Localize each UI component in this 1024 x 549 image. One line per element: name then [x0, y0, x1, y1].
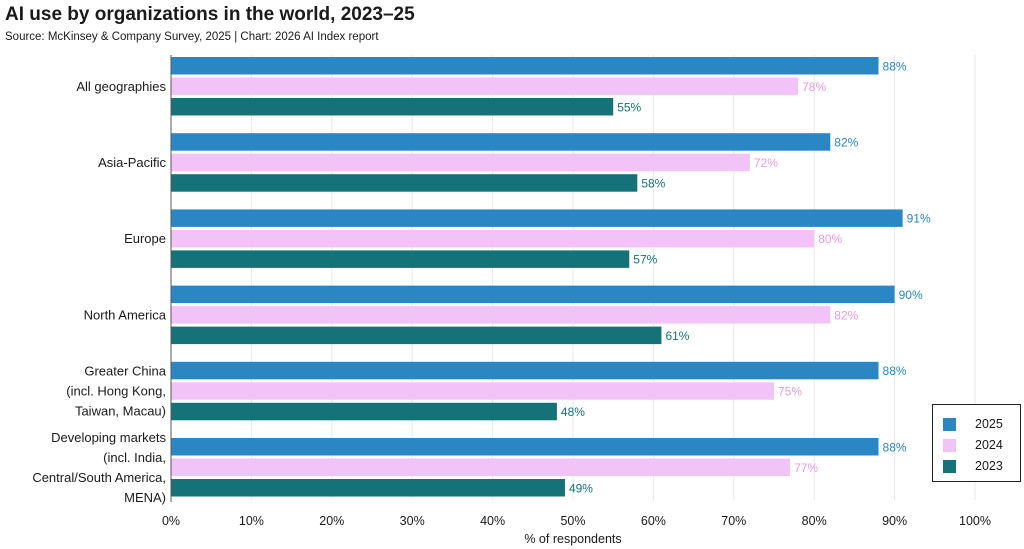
x-tick-label: 70% — [721, 514, 746, 528]
x-axis-title: % of respondents — [524, 532, 621, 546]
x-tick-label: 90% — [882, 514, 907, 528]
bar-2024 — [171, 153, 750, 172]
bar-2023 — [171, 479, 565, 497]
data-label-2024: 77% — [794, 461, 818, 475]
data-label-2025: 88% — [883, 364, 907, 378]
bar-2023 — [171, 98, 614, 116]
data-label-2024: 80% — [818, 232, 842, 246]
data-label-2023: 55% — [617, 100, 641, 114]
data-label-2024: 82% — [834, 308, 858, 322]
bar-2023 — [171, 250, 630, 268]
bar-2025 — [171, 209, 903, 227]
data-label-2025: 90% — [899, 288, 923, 302]
bar-2025 — [171, 133, 831, 151]
data-label-2023: 58% — [641, 176, 665, 190]
data-label-2024: 75% — [778, 385, 802, 399]
legend-item-2024: 2024 — [943, 436, 1003, 454]
bar-2025 — [171, 57, 879, 75]
x-tick-label: 60% — [641, 514, 666, 528]
data-label-2023: 48% — [561, 405, 585, 419]
legend-swatch-2025 — [943, 417, 956, 431]
data-label-2023: 49% — [569, 481, 593, 495]
chart-subtitle: Source: McKinsey & Company Survey, 2025 … — [5, 31, 379, 43]
bar-2024 — [171, 382, 774, 400]
x-tick-label: 10% — [239, 514, 264, 528]
category-label: Developing markets (incl. India, Central/S… — [32, 430, 166, 505]
x-tick-label: 80% — [802, 514, 827, 528]
data-label-2025: 91% — [907, 212, 931, 226]
x-tick-label: 100% — [959, 514, 991, 528]
bar-2025 — [171, 285, 895, 304]
bar-2023 — [171, 326, 662, 345]
chart-title: AI use by organizations in the world, 20… — [5, 4, 415, 25]
data-label-2025: 88% — [883, 59, 907, 73]
data-label-2025: 82% — [834, 135, 858, 149]
data-label-2024: 72% — [754, 156, 778, 170]
bar-2024 — [171, 229, 815, 248]
legend: 2025 2024 2023 — [932, 404, 1021, 482]
bar-2024 — [171, 458, 791, 476]
data-label-2024: 78% — [802, 80, 826, 94]
category-label: North America — [84, 307, 167, 322]
bars — [171, 57, 903, 497]
legend-swatch-2024 — [943, 438, 956, 452]
gridlines — [170, 55, 976, 500]
labels: 88% 78% 55% All geographies 82% 72% 58% Asia-Pa… — [32, 59, 931, 505]
category-label: Greater China (incl. Hong Kong, Taiwan, Ma… — [66, 364, 166, 419]
category-label: Asia-Pacific — [98, 155, 166, 170]
bar-2024 — [171, 77, 799, 95]
x-tick-label: 30% — [400, 514, 425, 528]
bar-2025 — [171, 438, 879, 456]
x-tick-label: 50% — [560, 514, 585, 528]
x-axis: 0% 10% 20% 30% 40% 50% 60% 70% 80% 90% 100% % of re… — [162, 55, 991, 546]
x-tick-label: 0% — [162, 514, 180, 528]
data-label-2023: 61% — [665, 329, 689, 343]
bar-2023 — [171, 402, 557, 421]
x-tick-label: 20% — [319, 514, 344, 528]
bar-2024 — [171, 306, 831, 324]
legend-label-2024: 2024 — [975, 438, 1003, 452]
category-label: Europe — [124, 231, 166, 246]
legend-swatch-2023 — [943, 459, 956, 473]
x-tick-label: 40% — [480, 514, 505, 528]
legend-item-2025: 2025 — [943, 415, 1003, 433]
data-label-2025: 88% — [883, 440, 907, 454]
bar-2025 — [171, 361, 879, 380]
data-label-2023: 57% — [633, 253, 657, 267]
bar-2023 — [171, 174, 638, 192]
legend-label-2025: 2025 — [975, 417, 1003, 431]
legend-item-2023: 2023 — [943, 457, 1003, 475]
legend-label-2023: 2023 — [975, 459, 1003, 473]
category-label: All geographies — [76, 79, 166, 94]
